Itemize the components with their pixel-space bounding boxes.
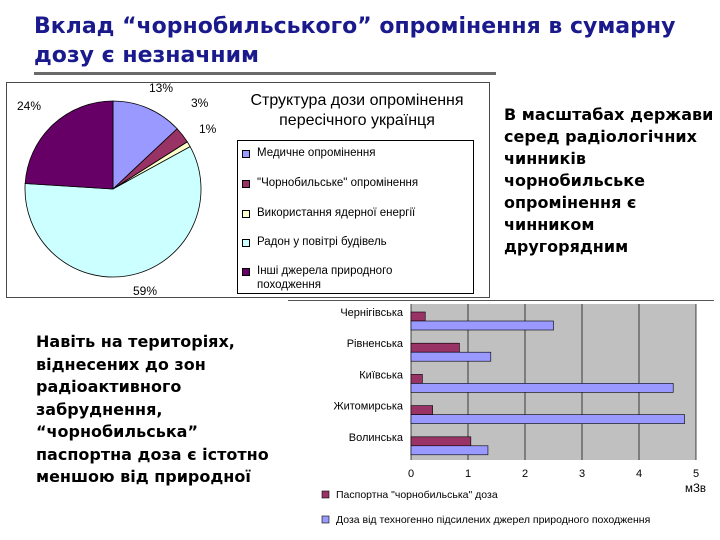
legend-item-nuclear: Використання ядерної енергії — [242, 206, 415, 220]
bar-category-label: Рівненська — [347, 338, 404, 350]
bar-passport-dose — [410, 374, 423, 384]
legend-swatch-radon — [242, 239, 250, 247]
bar-legend-passport-swatch — [321, 490, 330, 499]
title-rule — [34, 72, 496, 75]
bar-chart-top-rule — [288, 300, 714, 301]
legend-swatch-nuclear — [242, 210, 250, 218]
left-text-block: Навіть на територіях, віднесених до зон … — [36, 332, 269, 486]
legend-item-chernobyl: "Чорнобильське" опромінення — [242, 176, 418, 190]
bar-natural-dose — [410, 383, 674, 393]
legend-label-other: Інші джерела природного походження — [257, 265, 393, 291]
legend-label-radon: Радон у повітрі будівель — [257, 236, 387, 248]
pie-slice-other — [24, 100, 114, 190]
legend-swatch-medical — [242, 150, 250, 158]
bar-natural-dose — [410, 320, 554, 331]
pie-chart-frame: Структура дози опромінення пересічного у… — [6, 81, 490, 298]
bar-legend-natural-swatch — [321, 515, 330, 524]
pie-chart-title: Структура дози опромінення пересічного у… — [250, 92, 464, 129]
slide-title: Вклад “чорнобильського” опромінення в су… — [34, 14, 676, 68]
right-text-block: В масштабах держави серед радіологічних … — [504, 105, 714, 256]
bar-x-tick-label: 4 — [636, 468, 642, 480]
pie-slice-medical — [112, 100, 178, 190]
bar-category-label: Волинська — [349, 432, 404, 444]
pie-pct-radon: 59% — [133, 284, 158, 298]
legend-label-nuclear: Використання ядерної енергії — [257, 207, 416, 219]
pie-legend: Медичне опромінення "Чорнобильське" опро… — [237, 140, 474, 294]
bar-x-tick-label: 2 — [522, 468, 528, 480]
bar-natural-dose — [410, 445, 489, 456]
bar-passport-dose — [410, 342, 460, 353]
legend-item-medical: Медичне опромінення — [242, 146, 375, 160]
pie-pct-medical: 13% — [149, 81, 174, 95]
bar-passport-dose — [410, 311, 426, 322]
legend-item-other: Інші джерела природного походження — [242, 264, 457, 292]
bar-x-tick-label: 1 — [465, 468, 471, 480]
bar-legend-passport-label: Паспортна "чорнобильська" доза — [336, 489, 498, 501]
bar-x-tick-label: 5 — [693, 468, 699, 480]
pie-pct-chernobyl: 3% — [191, 96, 209, 110]
bar-category-label: Київська — [359, 369, 404, 381]
legend-swatch-chernobyl — [242, 180, 250, 188]
legend-label-chernobyl: "Чорнобильське" опромінення — [257, 177, 419, 189]
bar-chart: Чернігівська Рівненська Київська Житомирськ… — [321, 304, 706, 526]
pie-pct-other: 24% — [17, 99, 42, 113]
pie-slice-radon — [24, 146, 202, 278]
pie-pct-nuclear: 1% — [199, 122, 217, 136]
bar-passport-dose — [410, 405, 433, 415]
bar-passport-dose — [410, 436, 472, 447]
pie-chart — [24, 100, 202, 278]
bar-natural-dose — [410, 414, 685, 424]
bar-legend-natural-label: Доза від техногенно підсилених джерел пр… — [336, 514, 650, 526]
bar-x-tick-label: 3 — [579, 468, 585, 480]
legend-item-radon: Радон у повітрі будівель — [242, 235, 387, 249]
bar-category-label: Чернігівська — [340, 307, 404, 319]
bar-natural-dose — [410, 351, 492, 362]
bar-x-tick-label: 0 — [408, 468, 414, 480]
bar-x-unit-label: мЗв — [685, 483, 706, 495]
legend-label-medical: Медичне опромінення — [257, 147, 376, 159]
legend-swatch-other — [242, 268, 250, 276]
bar-category-label: Житомирська — [333, 401, 403, 413]
